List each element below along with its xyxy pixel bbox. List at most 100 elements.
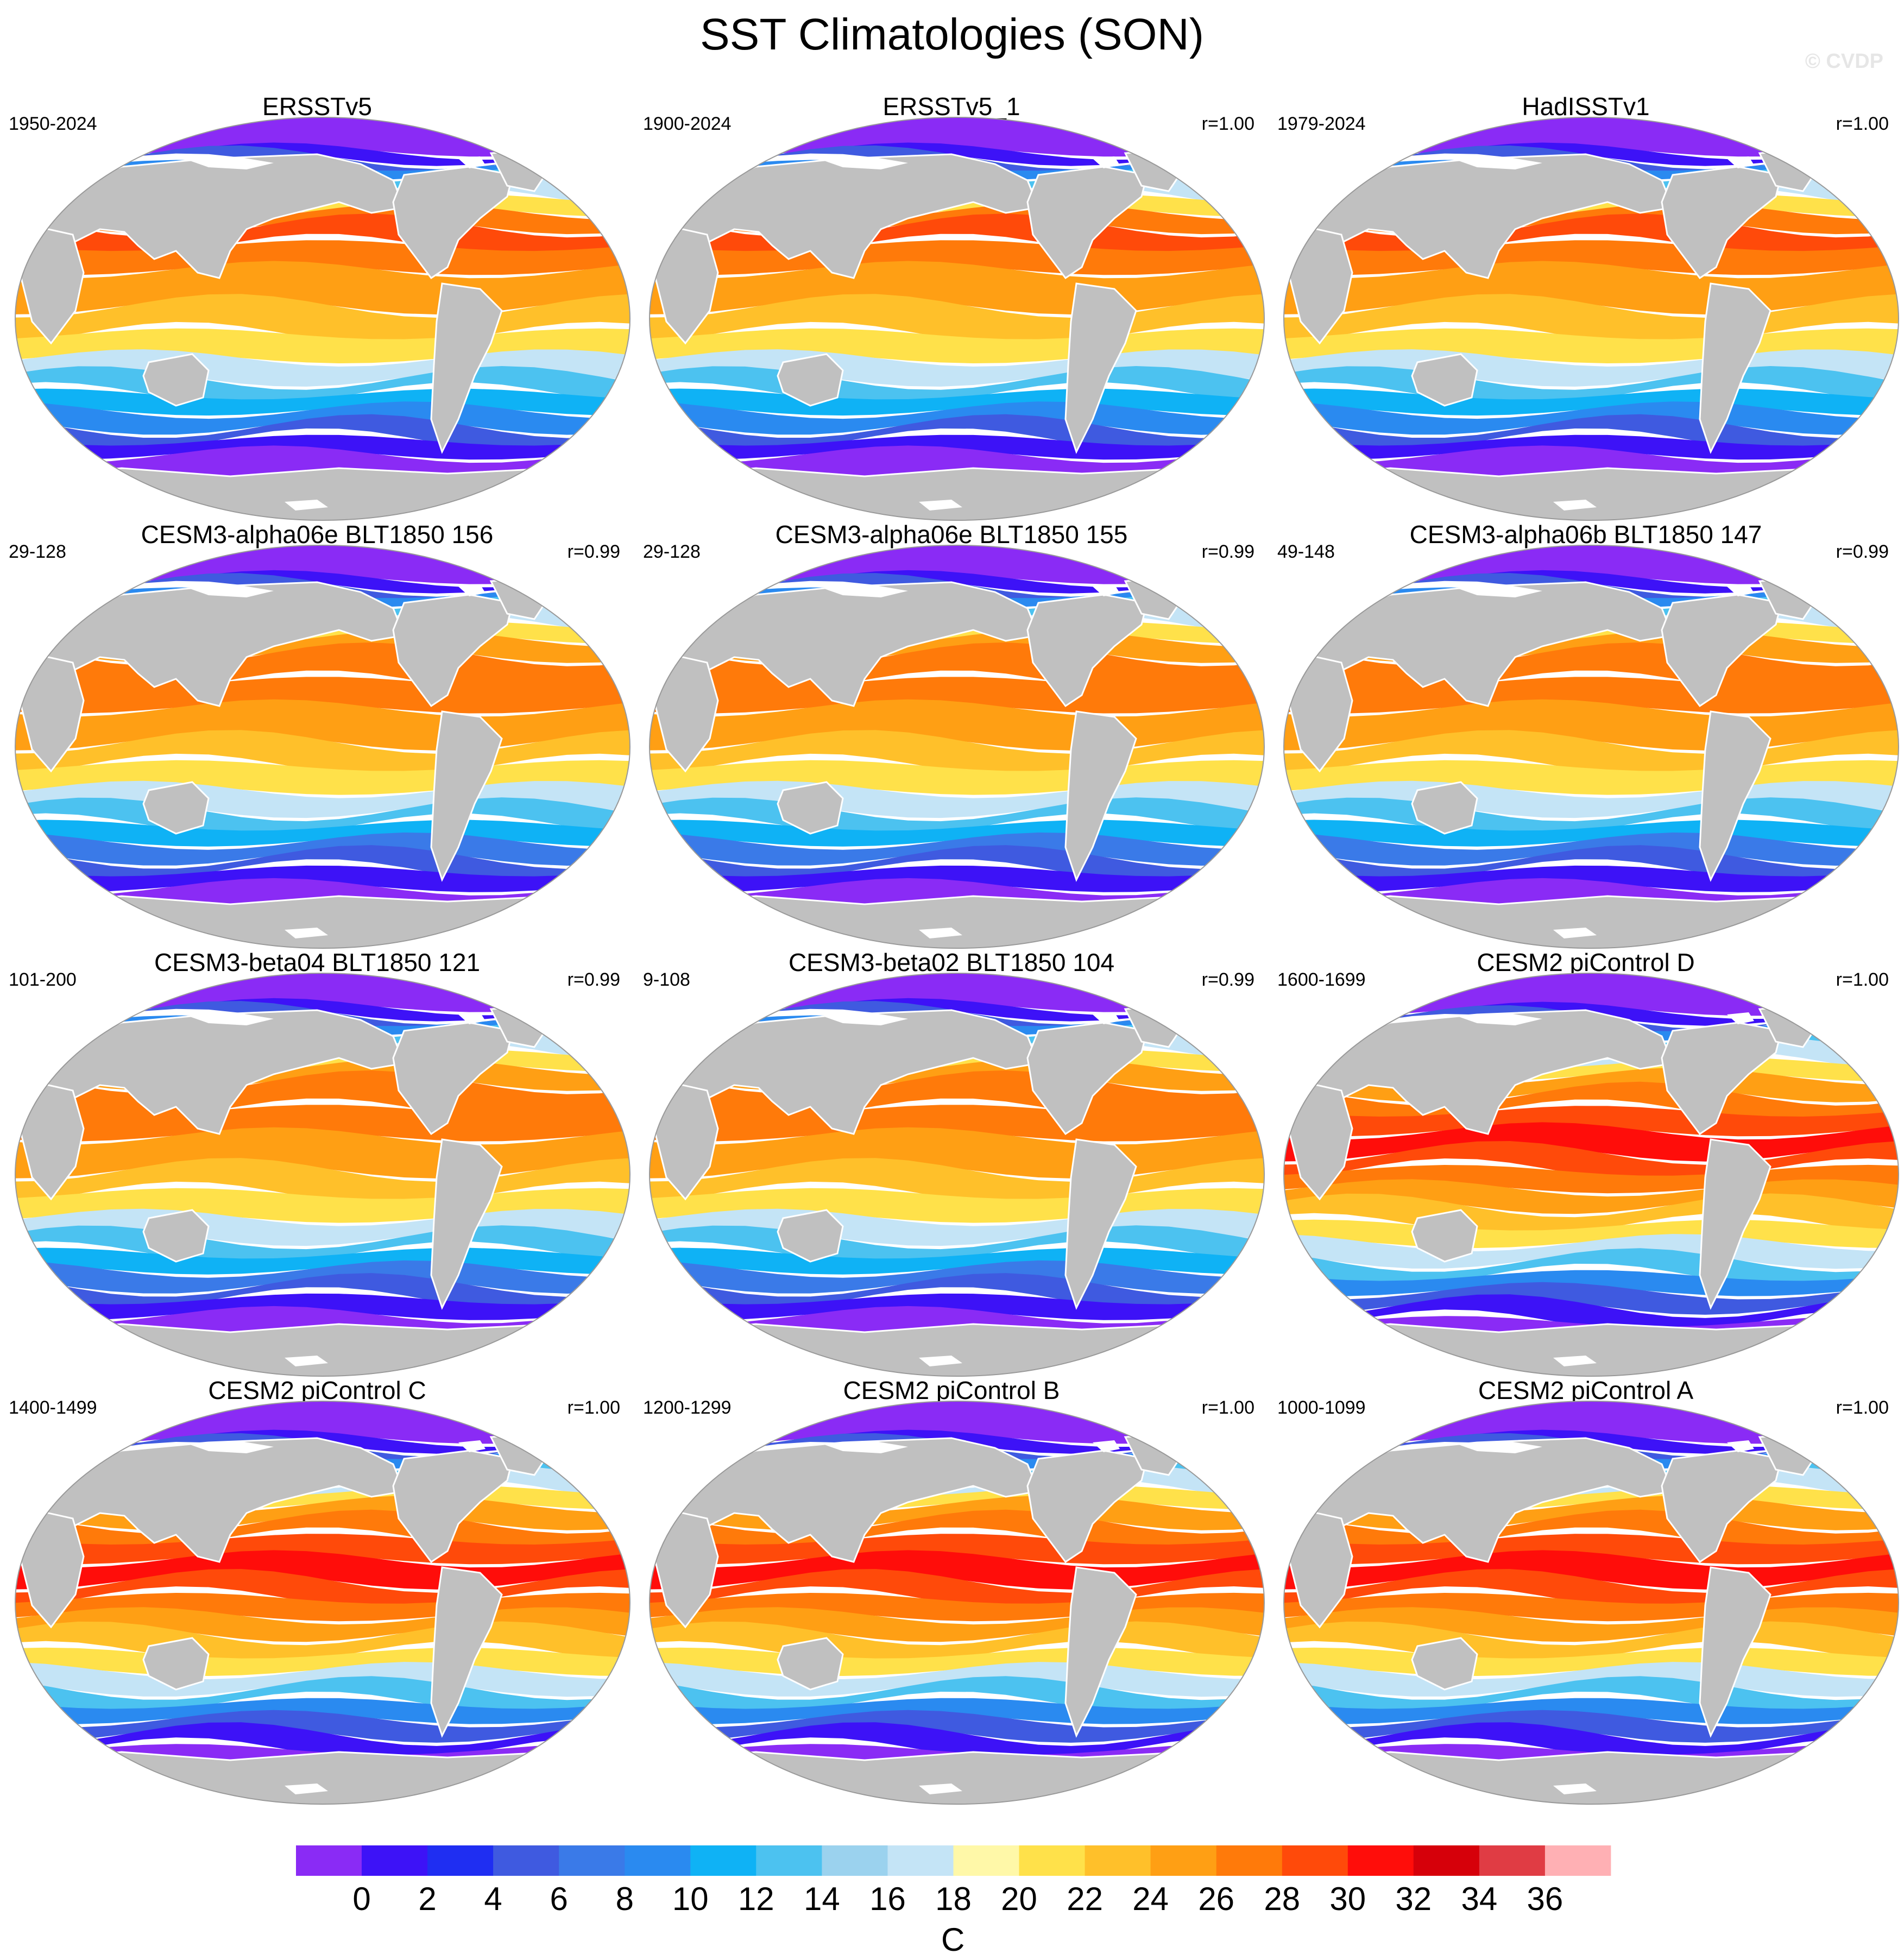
map-outline bbox=[1283, 545, 1899, 949]
sst-band bbox=[1284, 414, 1899, 452]
sea-ice-mask bbox=[458, 156, 486, 168]
sst-band bbox=[650, 677, 1264, 714]
land-mass bbox=[142, 1209, 210, 1263]
sea-ice-mask bbox=[187, 157, 274, 169]
land-mass bbox=[1289, 1079, 1353, 1201]
sea-ice-mask bbox=[1455, 157, 1542, 169]
land-mass bbox=[55, 895, 612, 948]
map-outline bbox=[1283, 117, 1899, 521]
sst-band bbox=[15, 1293, 630, 1320]
sea-ice-mask bbox=[1553, 928, 1597, 938]
sea-ice-mask bbox=[821, 585, 908, 597]
colorbar-swatch bbox=[1544, 1845, 1611, 1876]
panel-title: CESM2 piControl D bbox=[1477, 948, 1695, 976]
sea-ice-mask bbox=[783, 1781, 810, 1790]
land-mass bbox=[430, 710, 503, 882]
land-mass bbox=[20, 1507, 85, 1629]
land-mass bbox=[1411, 1209, 1478, 1263]
sst-band bbox=[15, 1676, 630, 1716]
panel-correlation: r=1.00 bbox=[567, 1397, 620, 1418]
colorbar-tick-label: 16 bbox=[869, 1881, 906, 1917]
sst-band bbox=[15, 1534, 630, 1565]
sst-band bbox=[650, 1293, 1264, 1320]
panel-correlation: r=0.99 bbox=[1201, 541, 1254, 562]
sst-band bbox=[1284, 1270, 1899, 1296]
map-panel: CESM3-beta04 BLT1850 121 101-200 r=0.99 bbox=[0, 948, 634, 1379]
map-outline bbox=[649, 117, 1265, 521]
land-mass bbox=[690, 1323, 1246, 1376]
robinson-map bbox=[649, 973, 1265, 1377]
sst-band bbox=[650, 388, 1264, 416]
robinson-map bbox=[1283, 545, 1899, 949]
panel-title: CESM3-beta04 BLT1850 121 bbox=[154, 948, 481, 976]
land-mass bbox=[690, 467, 1246, 520]
sst-band bbox=[1284, 820, 1899, 847]
panel-period: 1900-2024 bbox=[643, 114, 732, 134]
land-mass bbox=[777, 781, 844, 835]
sst-band bbox=[15, 820, 630, 847]
map-outline bbox=[649, 1401, 1265, 1805]
sst-band bbox=[650, 1676, 1264, 1716]
sea-ice-mask bbox=[783, 1353, 810, 1362]
sea-ice-mask bbox=[285, 1783, 328, 1794]
panel-period: 29-128 bbox=[643, 541, 701, 562]
colorbar-swatch bbox=[756, 1845, 822, 1876]
sea-ice-mask bbox=[1417, 1353, 1445, 1362]
sea-ice-mask bbox=[1727, 156, 1754, 168]
panel-period: 1950-2024 bbox=[9, 114, 97, 134]
sea-ice-mask bbox=[285, 1356, 328, 1366]
panel-period: 1979-2024 bbox=[1277, 114, 1366, 134]
colorbar-swatch bbox=[362, 1845, 428, 1876]
sst-band bbox=[1284, 434, 1899, 460]
land-mass bbox=[142, 353, 210, 407]
colorbar-tick-label: 36 bbox=[1527, 1881, 1563, 1917]
panel-title: CESM3-beta02 BLT1850 104 bbox=[788, 948, 1115, 976]
panel-correlation: r=1.00 bbox=[1836, 114, 1889, 134]
sst-band bbox=[15, 1247, 630, 1275]
colorbar-swatch bbox=[1413, 1845, 1480, 1876]
panel-title: HadISSTv1 bbox=[1522, 92, 1650, 121]
sea-ice-mask bbox=[1093, 584, 1120, 596]
robinson-map bbox=[649, 117, 1265, 521]
colorbar-swatch bbox=[296, 1845, 362, 1876]
panel-period: 49-148 bbox=[1277, 541, 1335, 562]
land-mass bbox=[777, 1637, 844, 1691]
sea-ice-mask bbox=[1093, 1440, 1120, 1452]
sea-ice-mask bbox=[1455, 1013, 1542, 1025]
land-mass bbox=[690, 1751, 1246, 1804]
colorbar-tick-label: 34 bbox=[1461, 1881, 1498, 1917]
colorbar-swatch bbox=[625, 1845, 691, 1876]
panel-correlation: r=0.99 bbox=[567, 541, 620, 562]
sea-ice-mask bbox=[1455, 585, 1542, 597]
sst-band bbox=[1284, 1710, 1899, 1743]
sst-band bbox=[1284, 1106, 1899, 1137]
sea-ice-mask bbox=[149, 1781, 176, 1790]
sea-ice-mask bbox=[1417, 925, 1445, 934]
sea-ice-mask bbox=[285, 500, 328, 511]
land-mass bbox=[1324, 895, 1881, 948]
map-outline bbox=[649, 545, 1265, 949]
map-panel: CESM3-alpha06e BLT1850 155 29-128 r=0.99 bbox=[634, 520, 1269, 951]
sst-band bbox=[650, 1534, 1264, 1565]
colorbar-tick-label: 14 bbox=[804, 1881, 840, 1917]
panel-correlation: r=0.99 bbox=[567, 969, 620, 990]
sst-band bbox=[650, 1509, 1264, 1551]
sea-ice-mask bbox=[149, 1353, 176, 1362]
panel-correlation: r=0.99 bbox=[1836, 541, 1889, 562]
sea-ice-mask bbox=[285, 928, 328, 938]
colorbar-swatch bbox=[690, 1845, 756, 1876]
sst-band bbox=[650, 865, 1264, 892]
panel-title: CESM2 piControl B bbox=[843, 1376, 1060, 1404]
land-mass bbox=[1289, 223, 1353, 345]
sst-band bbox=[15, 865, 630, 892]
sst-band bbox=[15, 1509, 630, 1551]
map-panel: CESM2 piControl D 1600-1699 r=1.00 bbox=[1269, 948, 1903, 1379]
sst-band bbox=[15, 845, 630, 883]
sst-band bbox=[650, 240, 1264, 275]
land-mass bbox=[777, 353, 844, 407]
panel-correlation: r=1.00 bbox=[1836, 1397, 1889, 1418]
land-mass bbox=[430, 1138, 503, 1310]
land-mass bbox=[430, 1566, 503, 1738]
land-mass bbox=[1064, 282, 1137, 454]
colorbar-swatch bbox=[822, 1845, 888, 1876]
